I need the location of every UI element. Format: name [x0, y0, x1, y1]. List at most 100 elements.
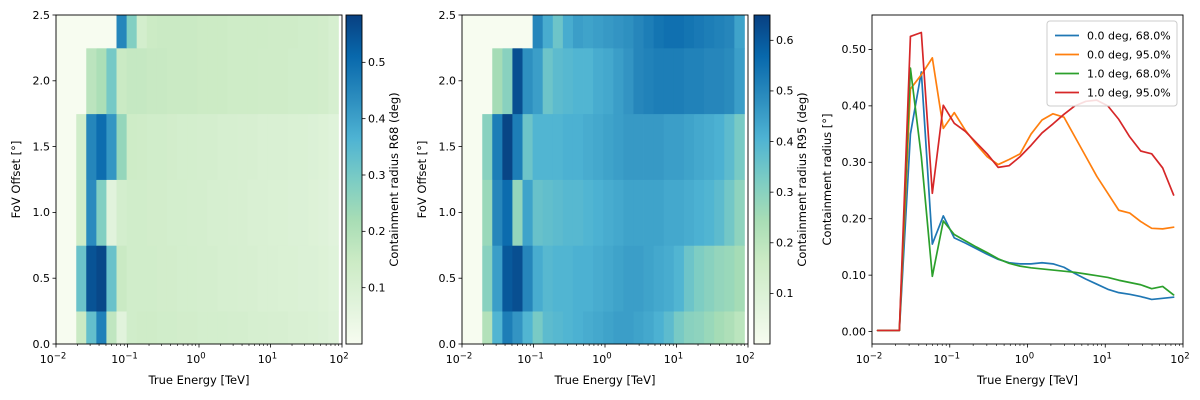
heatmap-cell	[572, 113, 584, 180]
heatmap-cell	[673, 15, 685, 49]
heatmap-cell	[724, 47, 735, 115]
heatmap-cell	[106, 311, 117, 345]
x-tick-label: 101	[1093, 352, 1112, 367]
x-axis-label: True Energy [TeV]	[148, 373, 250, 387]
x-tick-label: 100	[186, 352, 205, 367]
heatmap-cell	[126, 47, 138, 115]
heatmap-cell	[187, 113, 198, 180]
heatmap-cell	[562, 47, 574, 115]
heatmap-cell	[492, 245, 503, 312]
x-axis-label: True Energy [TeV]	[976, 373, 1078, 387]
legend-entry-label: 1.0 deg, 95.0%	[1087, 86, 1171, 99]
heatmap-cell	[623, 113, 634, 180]
heatmap-cell	[146, 311, 158, 345]
y-tick-label: 0.10	[842, 269, 867, 282]
heatmap-cell	[613, 15, 624, 49]
heatmap-cell	[56, 47, 67, 115]
heatmap-cell	[714, 15, 725, 49]
heatmap-cell	[673, 245, 685, 312]
heatmap-cell	[277, 113, 289, 180]
heatmap-cell	[643, 15, 655, 49]
heatmap-cell	[116, 245, 128, 312]
heatmap-cell	[146, 47, 158, 115]
heatmap-cell	[197, 179, 208, 246]
colorbar-tick-label: 0.4	[368, 112, 386, 125]
heatmap-cell	[593, 47, 604, 115]
heatmap-cell	[277, 47, 289, 115]
y-tick-label: 0.20	[842, 213, 867, 226]
heatmap-cell	[522, 113, 534, 180]
heatmap-cell	[146, 15, 158, 49]
colorbar-tick-label: 0.1	[368, 281, 386, 294]
heatmap-cell	[166, 179, 178, 246]
heatmap-cell	[734, 245, 745, 312]
heatmap-cell	[116, 113, 128, 180]
heatmap-cell	[177, 15, 188, 49]
heatmap-cell	[328, 113, 339, 180]
heatmap-cell	[512, 245, 523, 312]
heatmap-cell	[643, 245, 655, 312]
heatmap-cell	[328, 311, 339, 345]
y-tick-label: 0.40	[842, 100, 867, 113]
heatmap-cell	[86, 15, 97, 49]
heatmap-cell	[694, 113, 705, 180]
heatmap-cell	[207, 179, 218, 246]
heatmap-cell	[643, 113, 655, 180]
heatmap-cell	[673, 47, 685, 115]
heatmap-cell	[482, 15, 493, 49]
heatmap-cell	[663, 113, 675, 180]
heatmap-cell	[136, 179, 148, 246]
x-tick-label: 10−2	[856, 352, 883, 367]
heatmap-cell	[562, 15, 574, 49]
heatmap-cell	[156, 113, 168, 180]
heatmap-cell	[76, 15, 87, 49]
legend-box	[1046, 20, 1178, 107]
heatmap-cell	[704, 311, 715, 345]
heatmap-cell	[522, 179, 534, 246]
y-tick-label: 2.0	[33, 75, 51, 88]
heatmap-cell	[512, 113, 523, 180]
heatmap-cell	[136, 47, 148, 115]
heatmap-cell	[237, 311, 249, 345]
heatmap-cell	[603, 245, 614, 312]
heatmap-cell	[288, 311, 299, 345]
heatmap-cell	[267, 179, 279, 246]
heatmap-cell	[126, 15, 138, 49]
heatmap-cell	[643, 311, 655, 345]
heatmap-cell	[623, 15, 634, 49]
heatmap-cell	[663, 245, 675, 312]
colorbar-tick-label: 0.6	[776, 34, 794, 47]
heatmap-cell	[267, 15, 279, 49]
heatmap-cell	[308, 179, 319, 246]
heatmap-cell	[197, 113, 208, 180]
heatmap-cell	[502, 245, 513, 312]
heatmap-cell	[532, 311, 544, 345]
heatmap-cell	[613, 245, 624, 312]
heatmap-cell	[267, 113, 279, 180]
heatmap-cell	[106, 113, 117, 180]
heatmap-cell	[653, 113, 665, 180]
heatmap-cell	[653, 47, 665, 115]
heatmap-cell	[572, 15, 584, 49]
colorbar-tick-label: 0.1	[776, 287, 794, 300]
heatmap-cell	[166, 47, 178, 115]
heatmap-cell	[542, 113, 554, 180]
heatmap-cell	[106, 179, 117, 246]
y-axis-label: Containment radius [°]	[820, 113, 834, 245]
heatmap-cell	[277, 179, 289, 246]
heatmap-cell	[532, 245, 544, 312]
heatmap-cell	[308, 311, 319, 345]
heatmap-cell	[643, 179, 655, 246]
heatmap-cell	[552, 245, 564, 312]
heatmap-cell	[156, 15, 168, 49]
heatmap-cell	[237, 245, 249, 312]
heatmap-cell	[308, 113, 319, 180]
heatmap-cell	[683, 311, 695, 345]
heatmap-cell	[277, 245, 289, 312]
heatmap-cell	[482, 311, 493, 345]
heatmap-cell	[502, 113, 513, 180]
y-axis-label: FoV Offset [°]	[415, 141, 429, 219]
heatmap-cell	[177, 47, 188, 115]
heatmap-cell	[633, 179, 644, 246]
